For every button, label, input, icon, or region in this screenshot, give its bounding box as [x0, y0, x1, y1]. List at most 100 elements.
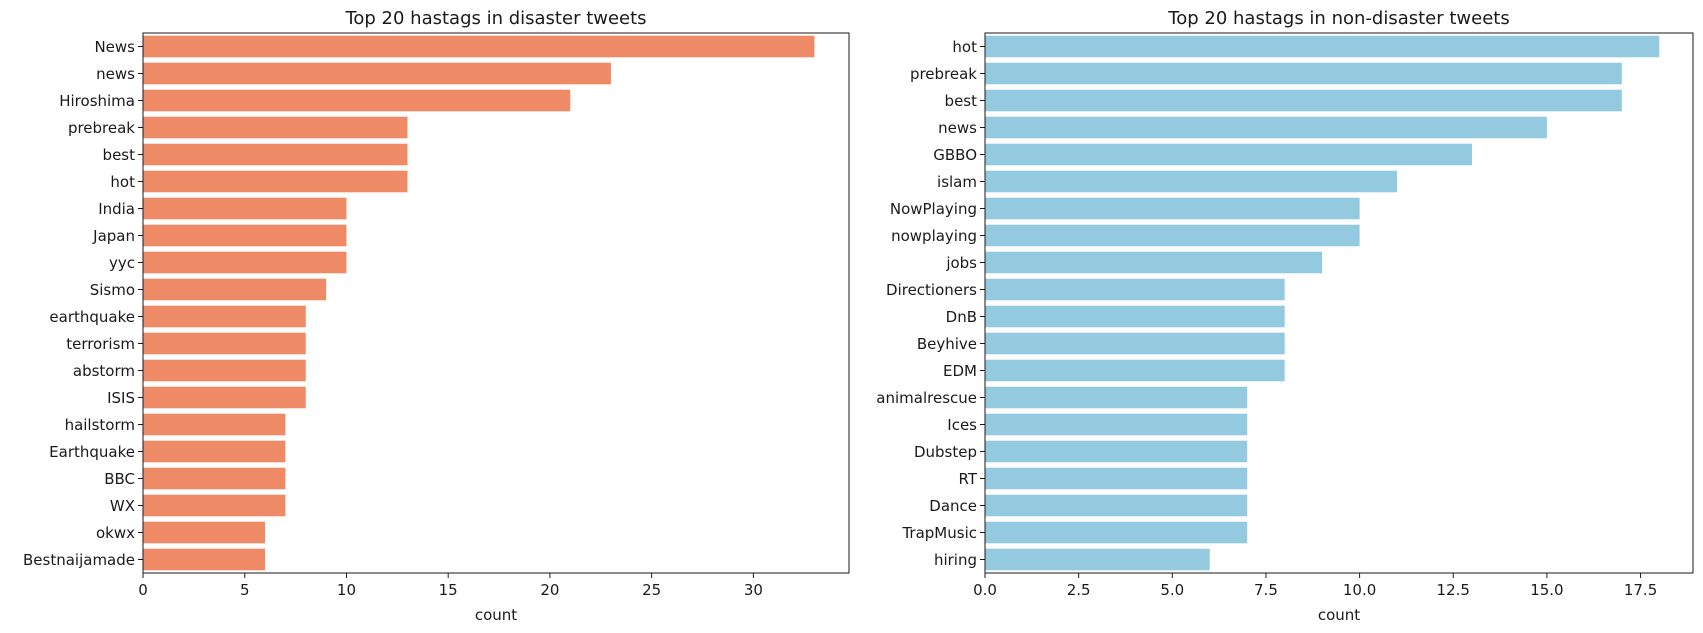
x-tick-label: 17.5: [1624, 581, 1657, 599]
bar-ISIS: [143, 386, 306, 409]
bar-terrorism: [143, 332, 306, 355]
y-tick-label: islam: [937, 173, 977, 191]
y-tick-label: News: [94, 38, 135, 56]
bar-hot: [985, 35, 1660, 58]
bar-animalrescue: [985, 386, 1248, 409]
bar-BBC: [143, 467, 286, 490]
bar-yyc: [143, 251, 347, 274]
y-tick-label: best: [103, 146, 136, 164]
bar-group: [985, 35, 1660, 571]
bar-hiring: [985, 548, 1210, 571]
y-tick-label: hot: [110, 173, 135, 191]
bar-EDM: [985, 359, 1285, 382]
y-tick-label: GBBO: [933, 146, 977, 164]
bar-Dubstep: [985, 440, 1248, 463]
y-tick-labels: hot prebreak best news GBBO islam NowPlaying no…: [876, 38, 985, 569]
y-tick-label: NowPlaying: [890, 200, 977, 218]
x-tick-label: 5.0: [1160, 581, 1184, 599]
bar-Beyhive: [985, 332, 1285, 355]
y-tick-label: hiring: [934, 551, 977, 569]
bar-best: [143, 143, 408, 166]
chart-disaster-tweets: Top 20 hastags in disaster tweets News ne…: [23, 8, 850, 624]
x-ticks: 0 5 10 15 20 25 30: [138, 573, 763, 599]
y-tick-label: Sismo: [90, 281, 135, 299]
y-tick-label: news: [938, 119, 977, 137]
chart-title: Top 20 hastags in disaster tweets: [344, 8, 646, 29]
x-tick-label: 30: [744, 581, 763, 599]
x-tick-label: 15: [439, 581, 458, 599]
y-tick-label: news: [96, 65, 135, 83]
bar-Sismo: [143, 278, 327, 301]
y-tick-label: prebreak: [910, 65, 977, 83]
bar-nowplaying: [985, 224, 1360, 247]
bar-WX: [143, 494, 286, 517]
y-tick-label: TrapMusic: [901, 524, 977, 542]
y-tick-label: yyc: [109, 254, 135, 272]
bar-best: [985, 89, 1622, 112]
bar-NowPlaying: [985, 197, 1360, 220]
bar-Japan: [143, 224, 347, 247]
y-tick-label: RT: [959, 470, 978, 488]
bar-GBBO: [985, 143, 1472, 166]
y-tick-label: best: [945, 92, 978, 110]
x-tick-label: 5: [240, 581, 250, 599]
plot-frame: [142, 32, 850, 574]
bar-Bestnaijamade: [143, 548, 266, 571]
bar-news: [985, 116, 1547, 139]
bar-okwx: [143, 521, 266, 544]
y-tick-label: Bestnaijamade: [23, 551, 135, 569]
x-tick-label: 0.0: [973, 581, 997, 599]
x-tick-label: 2.5: [1067, 581, 1091, 599]
y-tick-label: earthquake: [49, 308, 135, 326]
y-tick-label: Beyhive: [917, 335, 977, 353]
y-tick-label: Hiroshima: [59, 92, 135, 110]
bar-jobs: [985, 251, 1323, 274]
bar-prebreak: [143, 116, 408, 139]
bar-islam: [985, 170, 1398, 193]
y-tick-label: Dance: [929, 497, 977, 515]
bar-RT: [985, 467, 1248, 490]
bar-Ices: [985, 413, 1248, 436]
bar-Earthquake: [143, 440, 286, 463]
x-tick-label: 0: [138, 581, 148, 599]
x-tick-label: 15.0: [1530, 581, 1563, 599]
y-tick-label: ISIS: [107, 389, 135, 407]
bar-earthquake: [143, 305, 306, 328]
y-tick-label: hot: [952, 38, 977, 56]
y-tick-label: okwx: [96, 524, 135, 542]
y-tick-label: jobs: [945, 254, 977, 272]
y-tick-label: terrorism: [66, 335, 135, 353]
x-tick-label: 7.5: [1254, 581, 1278, 599]
y-tick-label: DnB: [946, 308, 977, 326]
y-tick-label: prebreak: [68, 119, 135, 137]
bar-TrapMusic: [985, 521, 1248, 544]
bar-prebreak: [985, 62, 1622, 85]
bar-news: [143, 62, 611, 85]
bar-hailstorm: [143, 413, 286, 436]
x-tick-label: 10: [337, 581, 356, 599]
y-tick-label: Earthquake: [49, 443, 135, 461]
y-tick-label: WX: [110, 497, 135, 515]
x-tick-label: 10.0: [1343, 581, 1376, 599]
bar-Dance: [985, 494, 1248, 517]
bar-India: [143, 197, 347, 220]
chart-non-disaster-tweets: Top 20 hastags in non-disaster tweets ho…: [876, 8, 1694, 624]
y-tick-label: Ices: [947, 416, 977, 434]
x-axis-label: count: [475, 606, 517, 624]
y-tick-label: hailstorm: [65, 416, 135, 434]
y-tick-label: Directioners: [886, 281, 977, 299]
y-tick-labels: News news Hiroshima prebreak best hot India Jap…: [23, 38, 143, 569]
x-axis-label: count: [1318, 606, 1360, 624]
y-tick-label: Dubstep: [914, 443, 977, 461]
y-tick-label: Japan: [92, 227, 135, 245]
x-tick-label: 20: [540, 581, 559, 599]
y-tick-label: India: [98, 200, 135, 218]
x-tick-label: 12.5: [1437, 581, 1470, 599]
y-tick-label: nowplaying: [891, 227, 977, 245]
y-tick-label: BBC: [104, 470, 135, 488]
x-tick-label: 25: [642, 581, 661, 599]
y-tick-label: abstorm: [73, 362, 135, 380]
bar-group: [143, 35, 815, 571]
bar-Directioners: [985, 278, 1285, 301]
